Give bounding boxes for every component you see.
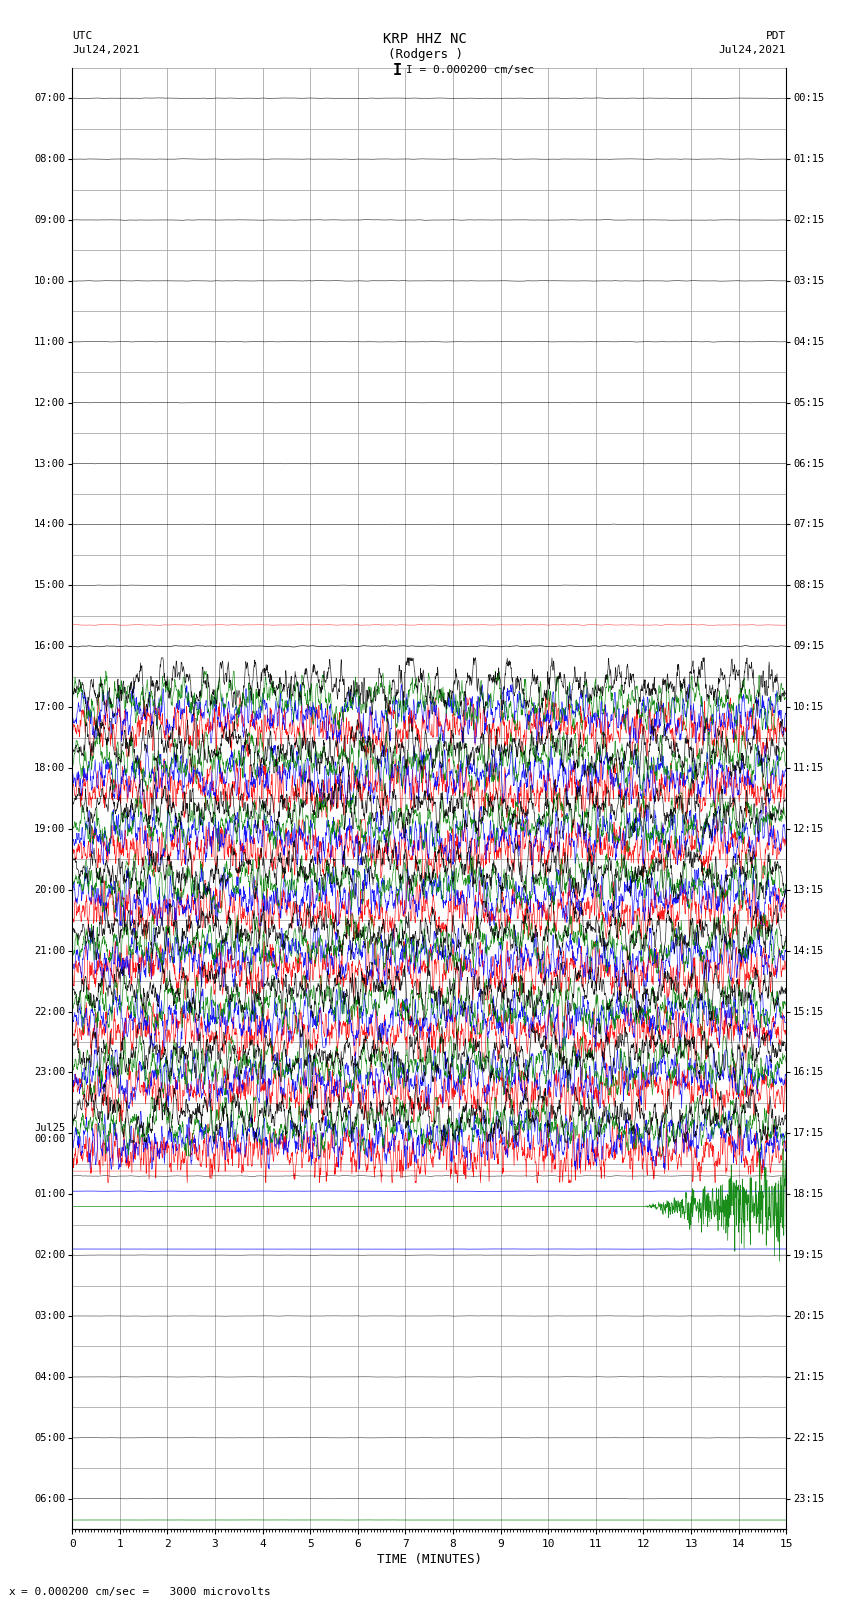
Text: Jul24,2021: Jul24,2021 <box>719 45 786 55</box>
Text: UTC: UTC <box>72 31 93 40</box>
Text: KRP HHZ NC: KRP HHZ NC <box>383 32 467 47</box>
Text: (Rodgers ): (Rodgers ) <box>388 48 462 61</box>
Text: = 0.000200 cm/sec =   3000 microvolts: = 0.000200 cm/sec = 3000 microvolts <box>21 1587 271 1597</box>
X-axis label: TIME (MINUTES): TIME (MINUTES) <box>377 1553 482 1566</box>
Text: I = 0.000200 cm/sec: I = 0.000200 cm/sec <box>406 65 535 74</box>
Text: PDT: PDT <box>766 31 786 40</box>
Text: Jul24,2021: Jul24,2021 <box>72 45 139 55</box>
Text: I: I <box>394 63 402 77</box>
Text: x: x <box>8 1587 15 1597</box>
